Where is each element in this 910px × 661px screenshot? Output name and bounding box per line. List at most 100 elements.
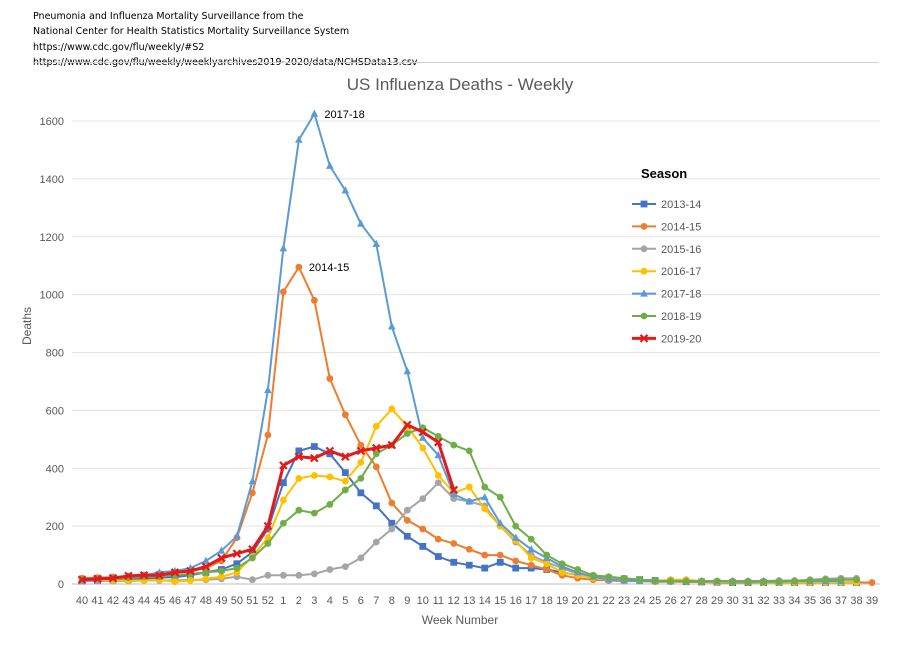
data-point xyxy=(341,452,350,461)
data-point xyxy=(682,577,690,585)
x-tick-label: 7 xyxy=(373,595,379,607)
data-point xyxy=(418,433,427,441)
data-point xyxy=(326,501,334,508)
annotations: 2017-18 2014-15 xyxy=(309,109,365,274)
data-point xyxy=(419,444,427,452)
x-tick-label: 12 xyxy=(448,595,460,607)
data-point xyxy=(434,535,442,543)
data-point xyxy=(388,499,396,507)
data-point xyxy=(388,519,396,527)
data-point xyxy=(449,485,459,495)
data-point xyxy=(527,545,536,553)
data-point xyxy=(434,451,443,459)
data-point xyxy=(295,447,303,455)
data-point xyxy=(512,557,520,565)
legend-entry: 2018-19 xyxy=(632,311,701,323)
header-line: https://www.cdc.gov/flu/weekly/#S2 xyxy=(33,41,205,53)
x-tick-label: 27 xyxy=(680,595,692,607)
x-tick-label: 42 xyxy=(107,595,119,607)
data-point xyxy=(640,267,648,275)
data-point xyxy=(218,573,225,581)
data-point xyxy=(639,334,649,343)
x-tick-label: 6 xyxy=(358,595,364,607)
data-point xyxy=(640,289,648,297)
data-point xyxy=(512,564,520,572)
y-axis-ticks: 0 200 400 600 800 1000 1200 1400 1600 xyxy=(40,116,64,591)
x-tick-label: 1 xyxy=(280,595,286,607)
x-axis-title: Week Number xyxy=(422,613,498,627)
data-point xyxy=(496,551,504,559)
data-point xyxy=(419,525,427,533)
y-tick-label: 800 xyxy=(46,348,64,360)
header-line: Pneumonia and Influenza Mortality Survei… xyxy=(33,11,304,22)
data-point xyxy=(187,577,194,584)
x-tick-label: 51 xyxy=(246,595,258,607)
data-point xyxy=(310,109,319,117)
data-point xyxy=(480,492,489,501)
data-point xyxy=(279,571,287,579)
data-point xyxy=(310,472,318,479)
data-point xyxy=(217,553,226,563)
x-tick-label: 41 xyxy=(91,595,103,607)
x-tick-label: 14 xyxy=(479,595,491,607)
data-point xyxy=(387,440,397,450)
data-point xyxy=(326,566,334,573)
data-point xyxy=(837,576,845,584)
data-point xyxy=(233,532,241,540)
data-point xyxy=(388,322,396,330)
x-tick-label: 47 xyxy=(184,595,196,607)
legend-label: 2013-14 xyxy=(661,199,701,211)
data-point xyxy=(450,441,458,449)
x-tick-label: 25 xyxy=(649,595,661,607)
x-axis-ticks: 40 41 42 43 44 45 46 47 48 49 50 51 52 1 2 3 4 5 6 7 8 9 10 11 1… xyxy=(76,595,878,607)
data-point xyxy=(248,489,256,497)
legend-label: 2016-17 xyxy=(661,266,701,278)
data-point xyxy=(248,576,256,584)
legend-entry: 2017-18 xyxy=(632,289,701,301)
data-point xyxy=(248,554,256,562)
x-tick-label: 23 xyxy=(618,595,630,607)
data-point xyxy=(248,544,257,554)
series-2014-15 xyxy=(78,263,876,586)
data-point xyxy=(465,561,473,569)
data-point xyxy=(232,549,242,558)
y-tick-label: 0 xyxy=(58,579,64,591)
data-point xyxy=(264,431,272,439)
x-tick-label: 36 xyxy=(819,595,831,607)
legend-entry: 2014-15 xyxy=(632,221,701,233)
data-point xyxy=(806,577,814,584)
data-point xyxy=(356,446,366,456)
data-point xyxy=(527,554,535,562)
data-point xyxy=(357,441,365,449)
legend-label: 2017-18 xyxy=(661,289,701,301)
data-point xyxy=(93,574,102,584)
x-tick-label: 2 xyxy=(296,595,302,607)
x-tick-label: 26 xyxy=(665,595,677,607)
data-point xyxy=(217,546,226,554)
x-tick-label: 8 xyxy=(389,595,395,607)
x-tick-label: 22 xyxy=(603,595,615,607)
data-point xyxy=(310,509,318,517)
data-point xyxy=(791,577,798,585)
legend-entry: 2016-17 xyxy=(632,266,701,278)
data-point xyxy=(465,497,474,505)
data-point xyxy=(605,573,613,581)
x-tick-label: 16 xyxy=(510,595,522,607)
data-point xyxy=(295,135,303,143)
data-point xyxy=(589,571,597,579)
data-point xyxy=(310,297,318,304)
data-point xyxy=(543,566,551,573)
data-point xyxy=(434,479,442,487)
x-tick-label: 9 xyxy=(404,595,410,607)
data-point xyxy=(853,576,860,584)
x-tick-label: 10 xyxy=(417,595,429,607)
data-point xyxy=(108,573,118,583)
x-tick-label: 31 xyxy=(742,595,754,607)
data-point xyxy=(434,553,442,560)
legend-label: 2018-19 xyxy=(661,311,701,323)
data-point xyxy=(403,430,411,437)
data-point xyxy=(465,447,473,455)
data-point xyxy=(760,578,767,586)
x-tick-label: 46 xyxy=(169,595,181,607)
